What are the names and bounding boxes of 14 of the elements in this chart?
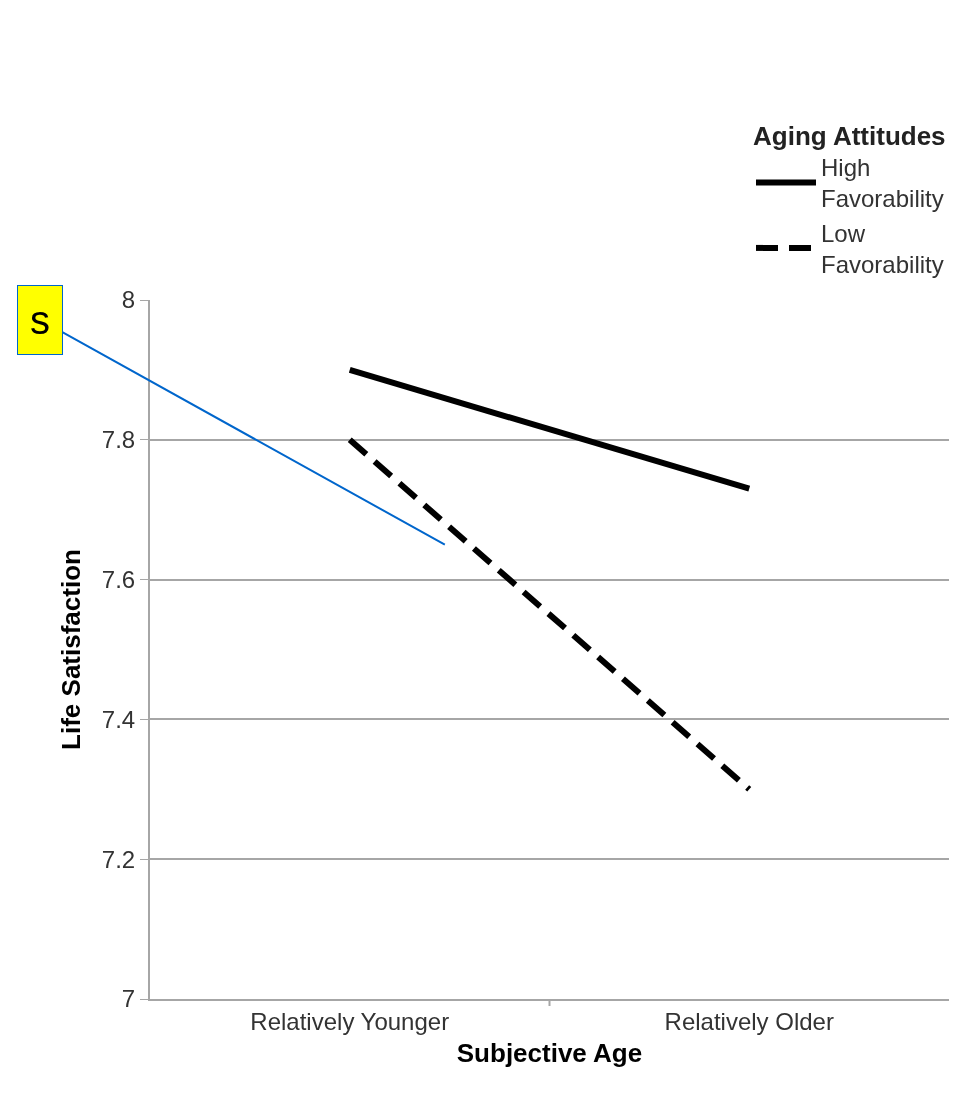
y-tick-label: 8 <box>121 286 136 314</box>
legend-label: High Favorability <box>821 154 944 213</box>
y-tick-label: 7.4 <box>101 705 136 733</box>
x-tick-label: Relatively Older <box>664 1007 834 1035</box>
y-tick-label: 7 <box>121 985 136 1013</box>
y-tick-label: 7.8 <box>101 426 136 454</box>
legend-label: Low Favorability <box>821 219 944 278</box>
x-tick-label: Relatively Younger <box>250 1007 450 1035</box>
y-axis-title: Life Satisfaction <box>55 549 86 750</box>
y-tick-label: 7.6 <box>101 566 136 593</box>
y-tick-label: 7.2 <box>101 845 136 873</box>
legend-title: Aging Attitudes <box>753 120 946 151</box>
x-axis-title: Subjective Age <box>456 1038 643 1068</box>
text: s <box>30 298 50 342</box>
